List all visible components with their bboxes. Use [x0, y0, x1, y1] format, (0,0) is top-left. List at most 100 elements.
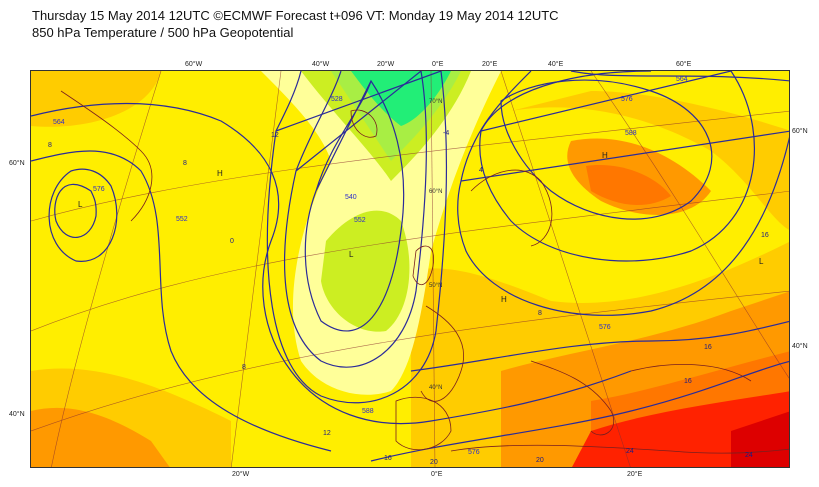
- temperature-label: 8: [48, 142, 52, 149]
- pressure-center-label: L: [78, 200, 83, 209]
- isoline-564-north: [570, 71, 789, 82]
- coastline-north-africa: [450, 444, 789, 454]
- geopotential-label: 564: [676, 76, 688, 83]
- geopotential-label: 564: [53, 119, 65, 126]
- temperature-label: 16: [684, 378, 692, 385]
- temp-fill-ne-dark-orange: [586, 165, 671, 206]
- graticule-line: [590, 71, 789, 379]
- chart-subtitle: 850 hPa Temperature / 500 hPa Geopotenti…: [32, 25, 294, 40]
- graticule-line: [500, 71, 631, 467]
- pressure-center-label: H: [602, 151, 608, 160]
- geopotential-label: 552: [176, 216, 188, 223]
- coastlines: [60, 90, 789, 454]
- lon-label-40e-top: 40°E: [548, 61, 564, 68]
- lat-label-40n-left: 40°N: [9, 411, 25, 418]
- isoline-564-west: [31, 150, 332, 452]
- inner-lat-label: 70°N: [429, 99, 442, 105]
- temperature-label: 20: [536, 457, 544, 464]
- pressure-center-label: H: [217, 169, 223, 178]
- coastline-black-sea: [630, 364, 752, 382]
- geopotential-label: 576: [621, 96, 633, 103]
- lon-label-60w: 60°W: [185, 61, 203, 68]
- graticule-line: [230, 71, 282, 467]
- pressure-center-label: L: [349, 250, 354, 259]
- geopotential-label: 528: [331, 96, 343, 103]
- pressure-center-label: H: [501, 295, 507, 304]
- temp-fill-nw-orange: [31, 71, 161, 127]
- isoline-576: [31, 102, 632, 425]
- isoline-564-trough: [266, 71, 448, 404]
- geopotential-label: 552: [354, 217, 366, 224]
- chart-title: Thursday 15 May 2014 12UTC ©ECMWF Foreca…: [32, 8, 559, 23]
- coastline-italy-balkans: [530, 360, 614, 436]
- graticule: [31, 71, 789, 467]
- geopotential-label: 576: [93, 186, 105, 193]
- geopotential-label: 540: [345, 194, 357, 201]
- temperature-label: 8: [242, 364, 246, 371]
- lon-label-60e-top: 60°E: [676, 61, 692, 68]
- temperature-label: 12: [323, 430, 331, 437]
- isoline-564-ridge: [457, 71, 789, 316]
- isoline-west-low: [54, 183, 97, 239]
- lon-label-20w-top: 20°W: [377, 61, 395, 68]
- isoline-540: [304, 79, 405, 332]
- isoline-576-south: [410, 320, 789, 372]
- temperature-label: -4: [443, 130, 449, 137]
- coastline-scandinavia: [470, 169, 553, 247]
- graticule-line: [31, 290, 789, 432]
- graticule-line: [430, 71, 436, 467]
- geopotential-label: 576: [468, 449, 480, 456]
- lon-label-20e-bottom: 20°E: [627, 471, 643, 478]
- geopotential-label: 588: [362, 408, 374, 415]
- temperature-label: 24: [626, 448, 634, 455]
- temp-fill-yellow-green-cutoff: [321, 210, 410, 332]
- isoline-576-ridge: [479, 71, 755, 262]
- coastline-greenland: [60, 90, 153, 222]
- geopotential-label: 588: [625, 130, 637, 137]
- inner-lat-label: 60°N: [429, 189, 442, 195]
- temperature-label: 16: [704, 344, 712, 351]
- isoline-552: [284, 71, 428, 368]
- isoline-588-ridge: [500, 79, 713, 220]
- graticule-line: [51, 71, 162, 467]
- temp-fill-sw-deep-orange: [31, 407, 170, 467]
- temperature-label: 12: [271, 132, 279, 139]
- temperature-label: 8: [538, 310, 542, 317]
- lon-label-40w-top: 40°W: [312, 61, 330, 68]
- inner-lat-label: 50°N: [429, 283, 442, 289]
- temperature-label: 24: [745, 452, 753, 459]
- inner-lat-label: 40°N: [429, 385, 442, 391]
- temperature-label: 20: [430, 459, 438, 466]
- pressure-center-label: L: [759, 257, 764, 266]
- coastline-uk: [412, 245, 434, 286]
- coastline-iceland: [350, 109, 378, 138]
- temp-fill-se-dark-red: [731, 411, 789, 467]
- isoline-588-south: [370, 360, 789, 462]
- geopotential-label: 576: [599, 324, 611, 331]
- geopotential-isolines: [31, 71, 789, 462]
- temperature-label: 4: [479, 167, 483, 174]
- temp-fill-ne-orange: [511, 91, 789, 230]
- map-canvas: L H L H H L 70°N 60°N 50°N 40°N 564 576 …: [31, 71, 789, 467]
- isoline-west-low-outer: [48, 168, 118, 262]
- lon-label-0e-bottom: 0°E: [431, 471, 443, 478]
- temp-fill-cold-core: [351, 71, 451, 126]
- temperature-label: 16: [761, 232, 769, 239]
- coastline-iberia: [395, 397, 452, 450]
- temperature-label: 16: [384, 455, 392, 462]
- lat-label-60n-left: 60°N: [9, 160, 25, 167]
- lat-label-40n-right: 40°N: [792, 343, 808, 350]
- inner-lat-labels: 70°N 60°N 50°N 40°N: [429, 99, 442, 391]
- lon-label-20e-top: 20°E: [482, 61, 498, 68]
- lon-label-0e-top: 0°E: [432, 61, 444, 68]
- lon-label-20w-bottom: 20°W: [232, 471, 250, 478]
- lat-label-60n-right: 60°N: [792, 128, 808, 135]
- graticule-line: [31, 190, 789, 332]
- pressure-centers: L H L H H L: [78, 151, 764, 304]
- temperature-label: 8: [183, 160, 187, 167]
- temperature-labels: 8 -4 12 8 4 0 8 12 16 8 16 16 16 20 24 2…: [48, 130, 769, 466]
- graticule-line: [31, 110, 789, 222]
- geopotential-labels: 564 576 552 540 528 576 588 564 576 588 …: [53, 76, 688, 456]
- temperature-label: 0: [230, 238, 234, 245]
- forecast-map: L H L H H L 70°N 60°N 50°N 40°N 564 576 …: [30, 70, 790, 468]
